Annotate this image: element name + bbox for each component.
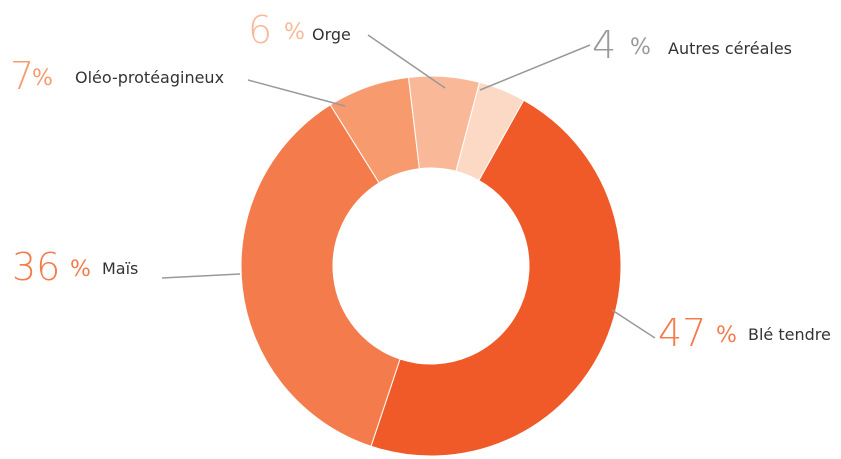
leader-line — [161, 273, 241, 279]
unit-label: % — [716, 323, 737, 348]
category-label: Oléo-protéagineux — [75, 68, 224, 87]
unit-label: % — [70, 257, 91, 282]
category-label: Maïs — [102, 259, 138, 278]
leader-line — [247, 79, 346, 107]
unit-label: % — [630, 35, 651, 60]
donut-segment — [240, 104, 401, 447]
category-label: Autres céréales — [668, 39, 792, 58]
leader-line — [367, 34, 446, 89]
value-label: 4 — [592, 23, 616, 67]
value-label: 36 — [12, 245, 60, 289]
value-label: 7 — [10, 54, 34, 98]
donut-segment — [455, 81, 525, 182]
leader-line — [611, 309, 656, 339]
leader-line — [479, 44, 591, 91]
category-label: Orge — [312, 25, 351, 44]
value-label: 47 — [658, 311, 706, 355]
unit-label: % — [284, 20, 305, 45]
category-label: Blé tendre — [748, 325, 831, 344]
value-label: 6 — [248, 8, 272, 52]
unit-label: % — [32, 66, 53, 91]
donut-segment — [370, 99, 622, 457]
